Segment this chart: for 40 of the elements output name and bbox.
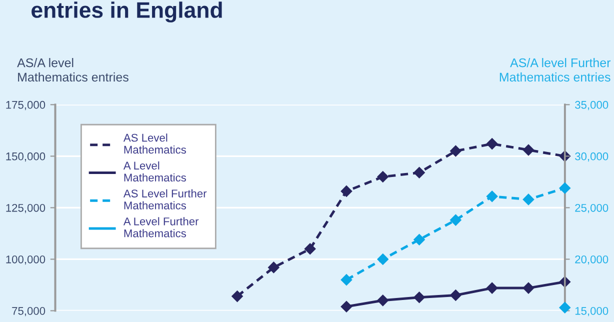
point	[304, 243, 316, 255]
y-tick-label: 75,000	[12, 306, 46, 316]
chart-title: entries in England	[32, 2, 222, 22]
y-tick-label: 100,000	[6, 255, 46, 265]
point	[450, 145, 462, 157]
point	[414, 292, 425, 303]
point	[486, 190, 498, 202]
point	[340, 186, 352, 197]
y-axis-title: AS/A level Mathematics entries	[17, 58, 128, 82]
legend-label: AS Level Mathematics	[123, 134, 186, 154]
point	[559, 182, 570, 194]
y2-tick-label: 15,000	[575, 306, 608, 316]
legend-label: A Level Further Mathematics	[123, 217, 199, 238]
y2-tick-label: 30,000	[575, 152, 608, 162]
point	[232, 290, 243, 302]
point	[450, 214, 462, 226]
y-tick-label: 125,000	[6, 204, 46, 214]
y2-tick-label: 35,000	[575, 100, 608, 110]
point	[340, 274, 352, 286]
y-tick-label: 175,000	[6, 100, 46, 110]
point	[414, 167, 425, 178]
point	[414, 234, 425, 246]
point	[377, 294, 388, 306]
point	[486, 138, 498, 150]
point	[377, 254, 388, 265]
legend-label: A Level Mathematics	[123, 161, 186, 182]
y2-tick-label: 25,000	[575, 204, 608, 214]
point	[522, 144, 534, 156]
point	[522, 282, 534, 294]
point	[450, 290, 462, 301]
point	[377, 171, 388, 182]
y2-tick-label: 20,000	[575, 255, 608, 265]
y-tick-label: 150,000	[6, 152, 46, 162]
y2-axis-title: AS/A level Further Mathematics entries	[500, 58, 611, 82]
point	[340, 301, 352, 312]
point	[268, 262, 280, 274]
point	[486, 282, 498, 294]
legend-label: AS Level Further Mathematics	[123, 189, 207, 210]
point	[522, 194, 534, 206]
point	[559, 302, 570, 314]
